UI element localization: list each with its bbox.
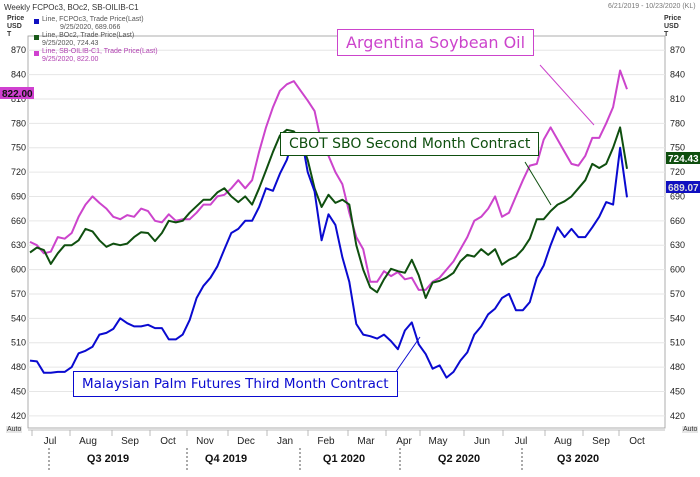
series-line-cbot	[29, 126, 628, 299]
month-label: Jun	[474, 436, 490, 447]
month-label: Apr	[396, 436, 412, 447]
y-tick-label: 510	[11, 338, 26, 348]
cbot-callout: CBOT SBO Second Month Contract	[280, 132, 540, 156]
legend-soy-series: Line, SB-OILIB-C1, Trade Price(Last)	[42, 48, 158, 55]
y-tick-label: 450	[11, 386, 26, 396]
month-label: Aug	[554, 436, 572, 447]
y-tick-label: 570	[11, 289, 26, 299]
right-axis: 420 450 480 510 540 570 600 630 660 690 720 750 780 8…	[670, 45, 685, 421]
y-tick-label: 840	[11, 70, 26, 80]
legend-cbot-series: Line, BOc2, Trade Price(Last)	[42, 32, 135, 39]
y-tick-label-right: 750	[670, 143, 685, 153]
last-value-box-palm	[666, 181, 700, 193]
y-tick-label-right: 870	[670, 45, 685, 55]
auto-scale-right[interactable]: Auto	[682, 426, 699, 433]
quarter-label: Q4 2019	[205, 453, 247, 465]
last-value-labels: 822.00 724.43 689.07	[0, 87, 700, 194]
palm-callout-pointer	[394, 336, 421, 374]
currency-label-right: USD	[664, 23, 679, 30]
legend-soy-value: 9/25/2020, 822.00	[42, 56, 99, 63]
y-tick-label: 870	[11, 45, 26, 55]
month-label: Sep	[592, 436, 610, 447]
legend-swatch	[34, 51, 39, 56]
month-label: Aug	[79, 436, 97, 447]
quarter-label: Q3 2019	[87, 453, 129, 465]
y-tick-label-right: 570	[670, 289, 685, 299]
unit-label-right: T	[664, 31, 669, 38]
auto-scale-left[interactable]: Auto	[6, 426, 23, 433]
palm-callout: Malaysian Palm Futures Third Month Contr…	[73, 371, 398, 397]
legend-swatch	[34, 35, 39, 40]
y-tick-label-right: 480	[670, 362, 685, 372]
soybean-callout: Argentina Soybean Oil	[337, 29, 535, 56]
unit-label: T	[7, 31, 12, 38]
y-tick-label-right: 510	[670, 338, 685, 348]
y-tick-label: 420	[11, 411, 26, 421]
last-value-label-cbot: 724.43	[668, 154, 699, 165]
month-label: Sep	[121, 436, 139, 447]
last-value-box-soy	[0, 87, 34, 99]
y-tick-label-right: 720	[670, 167, 685, 177]
y-tick-label-right: 630	[670, 240, 685, 250]
y-tick-label: 720	[11, 167, 26, 177]
y-tick-label: 540	[11, 313, 26, 323]
last-value-label-palm: 689.07	[668, 183, 699, 194]
month-label: Feb	[317, 436, 335, 447]
chart-title: Weekly FCPOc3, BOc2, SB-OILIB-C1	[4, 3, 139, 12]
price-label: Price	[7, 15, 25, 22]
quarter-label: Q3 2020	[557, 453, 599, 465]
y-tick-label-right: 690	[670, 191, 685, 201]
currency-label: USD	[7, 23, 22, 30]
y-tick-label: 660	[11, 216, 26, 226]
quarter-label: Q2 2020	[438, 453, 480, 465]
month-label: Nov	[196, 436, 214, 447]
y-tick-label-right: 540	[670, 313, 685, 323]
quarter-label: Q1 2020	[323, 453, 365, 465]
y-tick-label-right: 810	[670, 94, 685, 104]
y-tick-label: 750	[11, 143, 26, 153]
month-label: Dec	[237, 436, 255, 447]
month-label: Jan	[277, 436, 293, 447]
soy-callout-pointer	[539, 64, 595, 126]
y-tick-label-right: 780	[670, 118, 685, 128]
y-tick-label-right: 450	[670, 386, 685, 396]
y-tick-label-right: 840	[670, 70, 685, 80]
last-value-label-soy: 822.00	[2, 89, 33, 100]
y-tick-label-right: 600	[670, 265, 685, 275]
price-label-right: Price	[664, 15, 682, 22]
y-tick-label: 780	[11, 118, 26, 128]
y-tick-label-right: 420	[670, 411, 685, 421]
legend-cbot-value: 9/25/2020, 724.43	[42, 40, 99, 47]
month-label: Jul	[515, 436, 528, 447]
month-label: May	[429, 436, 448, 447]
y-tick-label: 630	[11, 240, 26, 250]
series-line-palm	[29, 132, 628, 379]
time-axis: Jul Aug Sep Oct Nov Dec Jan Feb Mar Apr May Jun Jul A…	[28, 429, 665, 472]
month-label: Mar	[357, 436, 375, 447]
y-tick-label-right: 660	[670, 216, 685, 226]
legend-palm-value: 9/25/2020, 689.066	[60, 24, 121, 31]
last-value-box-cbot	[666, 152, 700, 164]
month-label: Jul	[44, 436, 57, 447]
legend-swatch	[34, 19, 39, 24]
y-tick-label: 480	[11, 362, 26, 372]
month-label: Oct	[160, 436, 176, 447]
cbot-callout-pointer	[524, 161, 552, 206]
month-label: Oct	[629, 436, 645, 447]
y-tick-label: 600	[11, 265, 26, 275]
date-range: 6/21/2019 - 10/23/2020 (KL)	[608, 3, 696, 10]
legend-palm-series: Line, FCPOc3, Trade Price(Last)	[42, 16, 144, 23]
y-tick-label: 690	[11, 191, 26, 201]
